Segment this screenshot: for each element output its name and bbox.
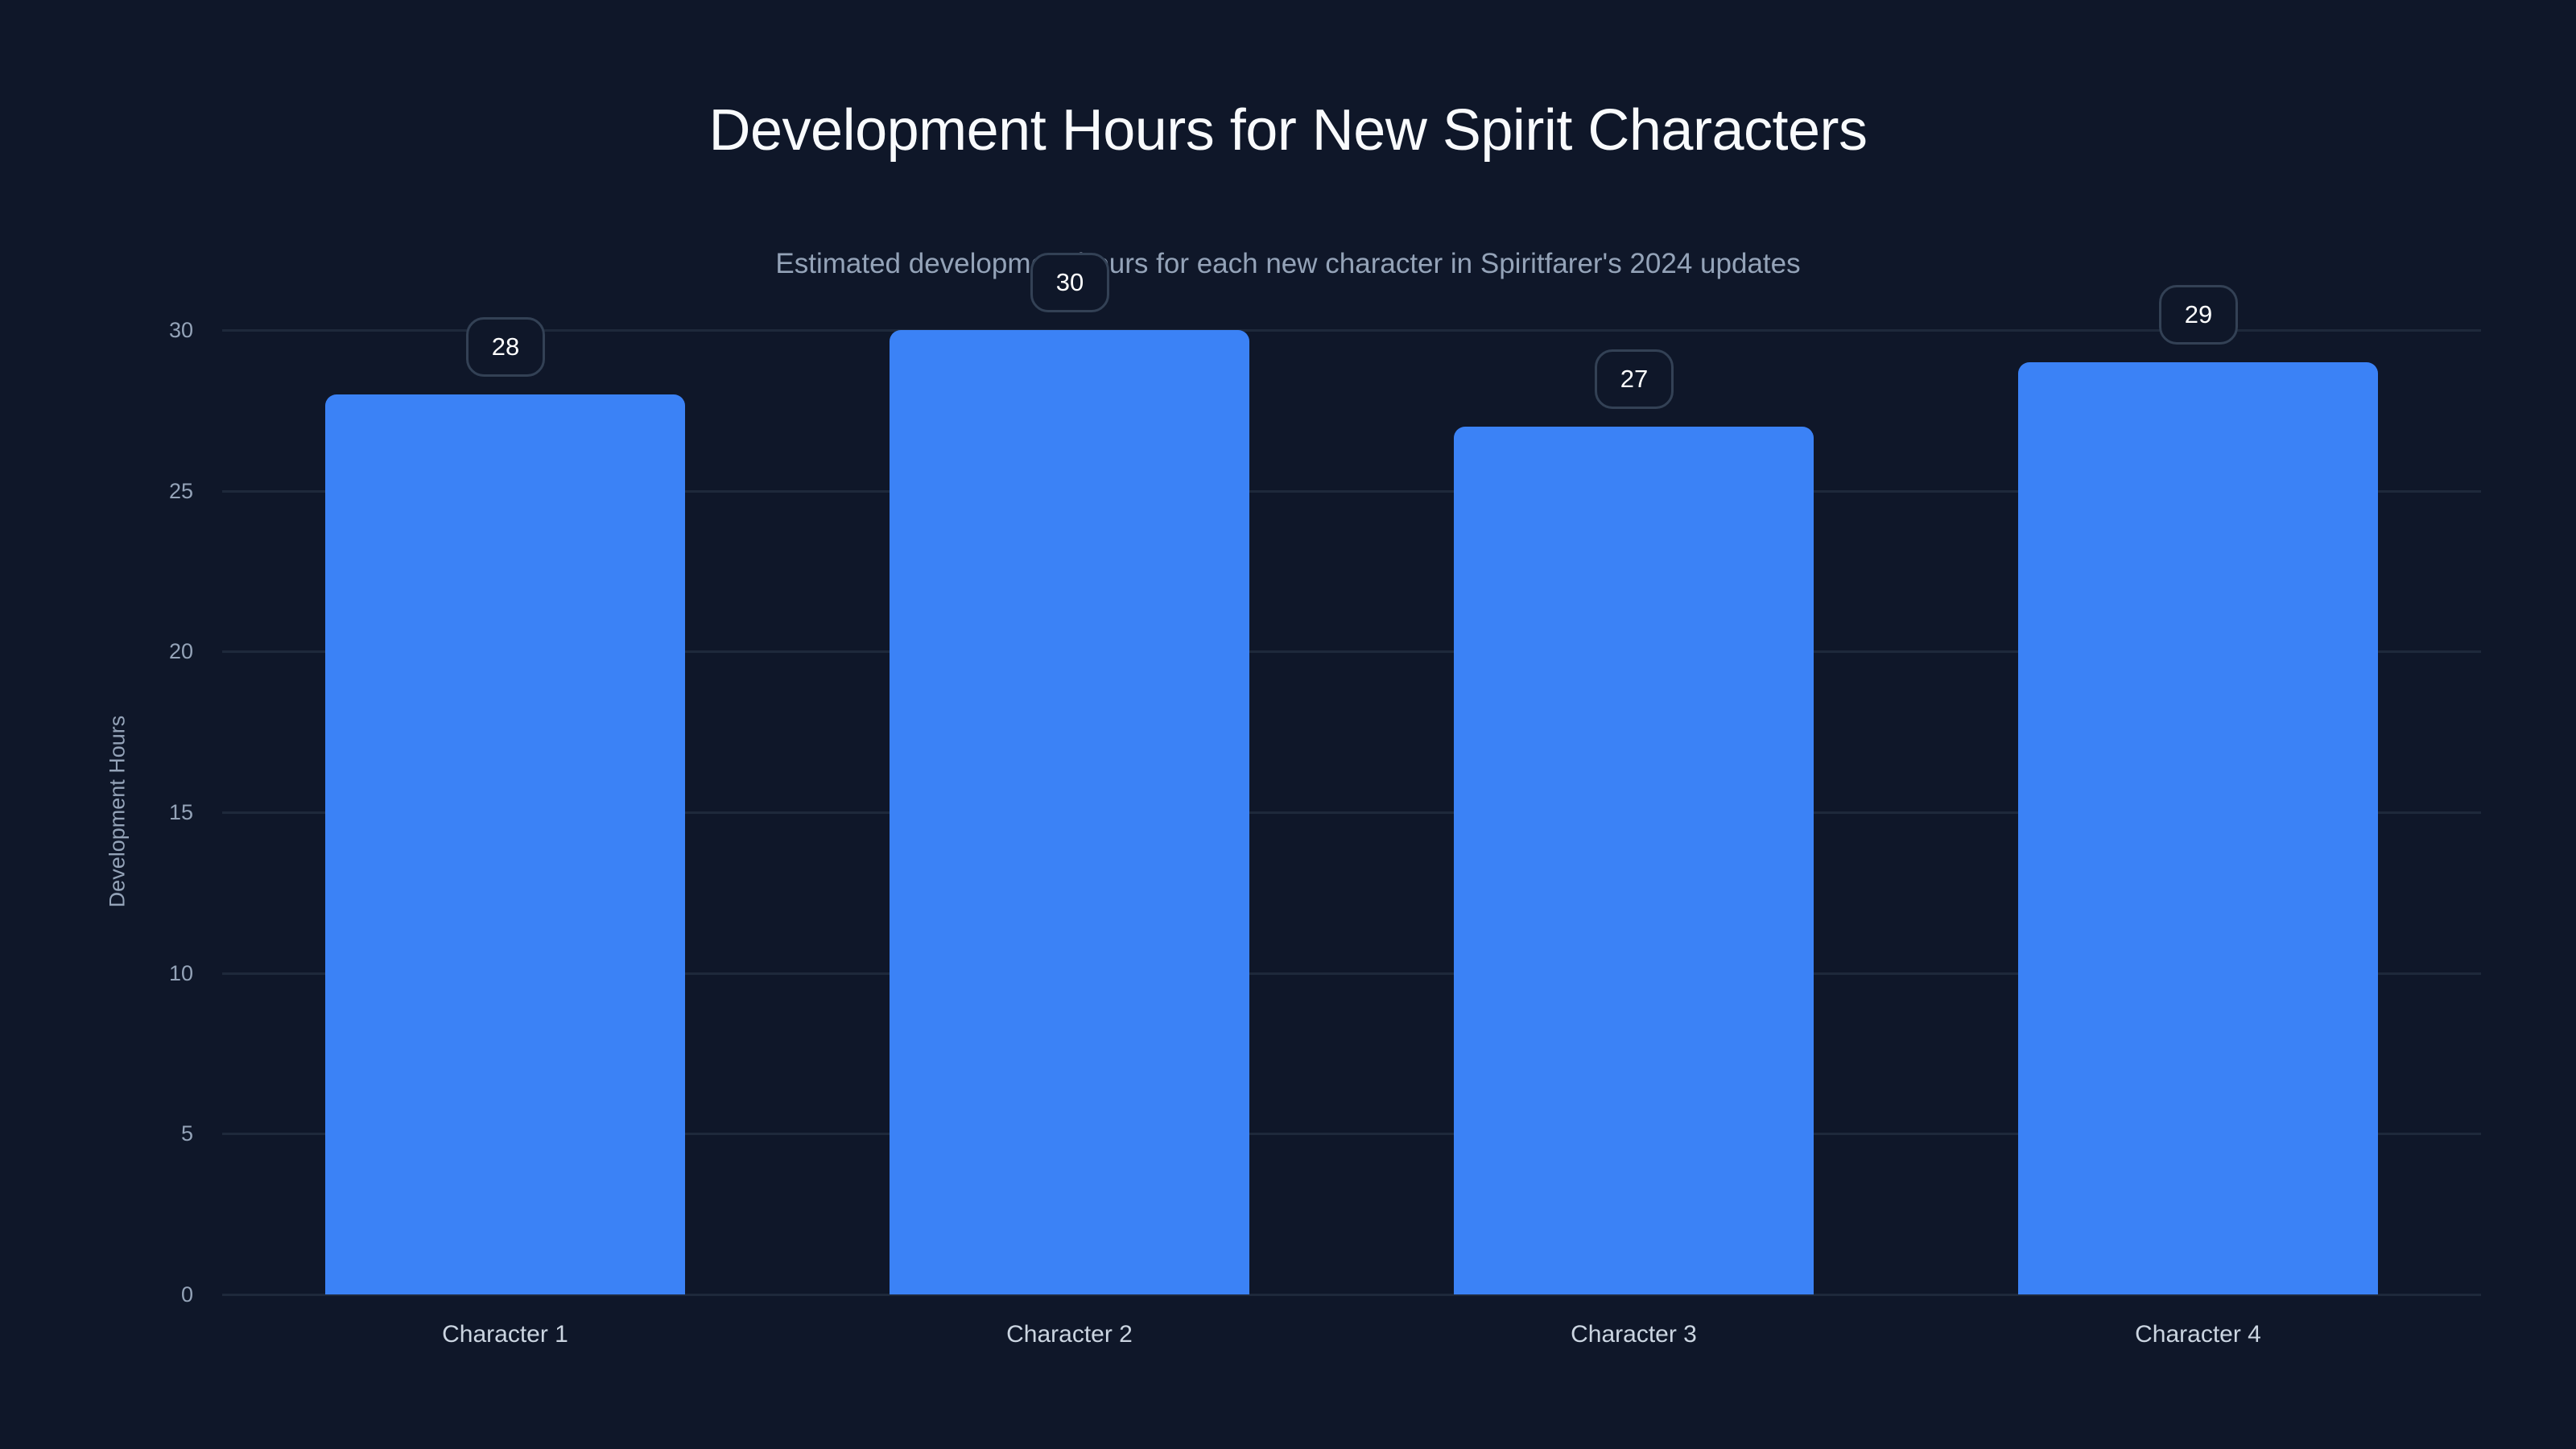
- data-label-character-2: 30: [1030, 253, 1109, 312]
- gridline-0: [222, 1294, 2481, 1296]
- x-tick-character-3: Character 3: [1571, 1321, 1697, 1348]
- gridline-20: [222, 650, 2481, 653]
- plot-area: 28 30 27 29: [222, 253, 2481, 1296]
- gridline-30: [222, 329, 2481, 332]
- y-tick-20: 20: [168, 639, 193, 663]
- bar-character-3: [1454, 426, 1814, 1294]
- x-tick-character-4: Character 4: [2135, 1321, 2261, 1348]
- bar-character-4: [2018, 361, 2378, 1294]
- y-tick-10: 10: [168, 961, 193, 985]
- gridline-10: [222, 972, 2481, 975]
- y-axis-label: Development Hours: [105, 715, 130, 908]
- bar-character-2: [890, 330, 1249, 1294]
- y-tick-0: 0: [180, 1282, 193, 1307]
- gridline-15: [222, 811, 2481, 814]
- data-label-character-1: 28: [466, 316, 545, 377]
- bar-character-1: [325, 394, 685, 1294]
- y-tick-15: 15: [168, 800, 193, 824]
- y-tick-30: 30: [168, 318, 193, 342]
- y-tick-5: 5: [180, 1121, 193, 1146]
- data-label-character-3: 27: [1595, 349, 1674, 409]
- gridline-5: [222, 1133, 2481, 1135]
- chart-subtitle: Estimated development hours for each new…: [775, 248, 1801, 279]
- x-tick-character-1: Character 1: [442, 1321, 568, 1348]
- y-tick-25: 25: [168, 479, 193, 503]
- data-label-character-4: 29: [2159, 284, 2238, 345]
- x-tick-character-2: Character 2: [1006, 1321, 1133, 1348]
- chart-title: Development Hours for New Spirit Charact…: [708, 98, 1868, 163]
- gridline-25: [222, 490, 2481, 493]
